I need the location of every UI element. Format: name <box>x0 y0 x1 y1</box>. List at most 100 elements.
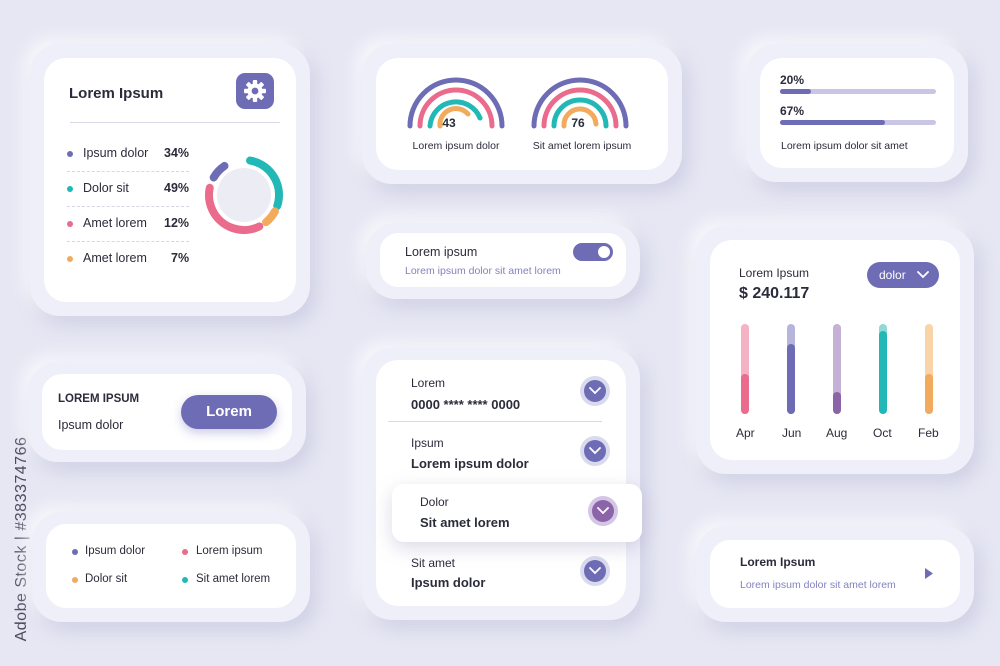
period-dropdown[interactable]: dolor <box>867 262 939 288</box>
gauge-label: Sit amet lorem ipsum <box>532 140 632 152</box>
gear-icon <box>244 80 266 102</box>
row-divider <box>67 241 189 242</box>
legend-dot <box>182 549 188 555</box>
legend-dot-3 <box>67 221 73 227</box>
chart-tick-label: Feb <box>918 426 939 440</box>
legend-dot-1 <box>67 151 73 157</box>
button-card-title: LOREM IPSUM <box>58 393 140 405</box>
donut-segment-pink <box>205 156 283 234</box>
chart-title: Lorem Ipsum <box>739 266 810 280</box>
gauge-arc <box>427 99 483 129</box>
donut-card-title: Lorem Ipsum <box>69 85 164 102</box>
accordion-label: Ipsum <box>411 436 444 450</box>
legend-value: 12% <box>164 216 190 230</box>
gauge-arc <box>541 87 619 129</box>
chevron-down-icon <box>589 387 601 395</box>
chart-tick-label: Apr <box>736 426 755 440</box>
gauge-arc <box>531 77 629 129</box>
gauge-arc <box>551 97 609 129</box>
nav-card[interactable]: Lorem Ipsum Lorem ipsum dolor sit amet l… <box>710 540 960 608</box>
legend-dot-4 <box>67 256 73 262</box>
legend-dot-2 <box>67 186 73 192</box>
chart-tick-label: Aug <box>826 426 848 440</box>
toggle-title: Lorem ipsum <box>405 245 478 259</box>
progress-caption: Lorem ipsum dolor sit amet <box>781 140 908 152</box>
chevron-down-icon <box>597 507 609 515</box>
settings-button[interactable] <box>236 73 274 109</box>
chevron-down-icon <box>589 567 601 575</box>
dropdown-value: dolor <box>879 268 906 282</box>
progress-fill-1 <box>780 89 812 94</box>
title-divider <box>70 122 280 123</box>
accordion-item-active[interactable]: Dolor Sit amet lorem <box>392 484 642 542</box>
legend-label: Ipsum dolor <box>83 146 149 160</box>
toggle-subtitle: Lorem ipsum dolor sit amet lorem <box>405 265 561 277</box>
gauge-arc <box>561 106 599 129</box>
gauge-label: Lorem ipsum dolor <box>412 140 500 152</box>
watermark-text: Adobe Stock | #383374766 <box>13 436 30 642</box>
accordion-toggle-1[interactable] <box>580 376 610 406</box>
donut-segment-teal <box>205 156 283 234</box>
accordion-label: Sit amet <box>411 556 456 570</box>
toggle-switch[interactable] <box>573 243 613 261</box>
legend-label: Dolor sit <box>83 181 129 195</box>
chart-card: Lorem Ipsum $ 240.117 dolor Apr Jun Aug … <box>710 240 960 460</box>
legend-label: Sit amet lorem <box>196 573 271 585</box>
progress-fill-2 <box>780 120 885 125</box>
button-card-subtitle: Ipsum dolor <box>58 418 124 432</box>
legend-value: 49% <box>164 181 190 195</box>
nav-subtitle: Lorem ipsum dolor sit amet lorem <box>740 579 896 591</box>
gauge-arc <box>407 77 505 129</box>
chevron-down-icon <box>917 271 929 279</box>
accordion-toggle-3[interactable] <box>588 496 618 526</box>
accordion-value: Sit amet lorem <box>420 515 510 530</box>
accordion-value: 0000 **** **** 0000 <box>411 397 521 412</box>
accordion-label: Lorem <box>411 376 446 390</box>
donut-segment-orange <box>205 156 283 234</box>
accordion-label: Dolor <box>420 495 449 509</box>
bar-track-apr <box>741 324 749 414</box>
button-card: LOREM IPSUM Ipsum dolor Lorem <box>42 374 292 450</box>
gauge-arc <box>417 87 495 129</box>
toggle-card: Lorem ipsum Lorem ipsum dolor sit amet l… <box>380 233 626 287</box>
row-divider <box>67 206 189 207</box>
chevron-right-icon[interactable] <box>924 567 934 580</box>
bar-jun <box>787 344 795 414</box>
legend-card: Ipsum dolor Lorem ipsum Dolor sit Sit am… <box>46 524 296 608</box>
nav-title: Lorem Ipsum <box>740 555 816 569</box>
chart-tick-label: Oct <box>873 426 892 440</box>
gauge-value: 76 <box>571 116 585 130</box>
bar-aug <box>833 392 841 414</box>
legend-label: Dolor sit <box>85 573 128 585</box>
progress-track-1 <box>780 89 936 94</box>
legend-label: Amet lorem <box>83 216 147 230</box>
gauge-1 <box>407 77 505 129</box>
row-divider <box>67 171 189 172</box>
legend-label: Amet lorem <box>83 251 147 265</box>
gauge-value: 43 <box>442 116 456 130</box>
accordion-toggle-2[interactable] <box>580 436 610 466</box>
gauges-card: 43 Lorem ipsum dolor 76 Sit amet lorem i… <box>376 58 668 170</box>
accordion-toggle-4[interactable] <box>580 556 610 586</box>
legend-dot <box>72 577 78 583</box>
legend-value: 7% <box>171 251 190 265</box>
chevron-down-icon <box>589 447 601 455</box>
progress-label-1: 20% <box>780 73 805 87</box>
bar-feb <box>925 374 933 414</box>
chart-tick-label: Jun <box>782 426 802 440</box>
bar-oct <box>879 331 887 414</box>
donut-card: Lorem Ipsum Ipsum dolor 34% Dolor sit 49… <box>44 58 296 302</box>
bar-track-aug <box>833 324 841 414</box>
gauge-2 <box>531 77 629 129</box>
accordion-divider <box>388 421 602 422</box>
donut-segment-purple <box>205 156 283 234</box>
legend-value: 34% <box>164 146 190 160</box>
legend-dot <box>72 549 78 555</box>
primary-button[interactable]: Lorem <box>181 395 277 429</box>
donut-center <box>217 168 271 222</box>
bar-apr <box>741 374 749 414</box>
donut-chart <box>205 156 283 234</box>
accordion-card: Lorem 0000 **** **** 0000 Ipsum Lorem ip… <box>376 360 626 606</box>
legend-label: Lorem ipsum <box>196 545 263 557</box>
progress-track-2 <box>780 120 936 125</box>
